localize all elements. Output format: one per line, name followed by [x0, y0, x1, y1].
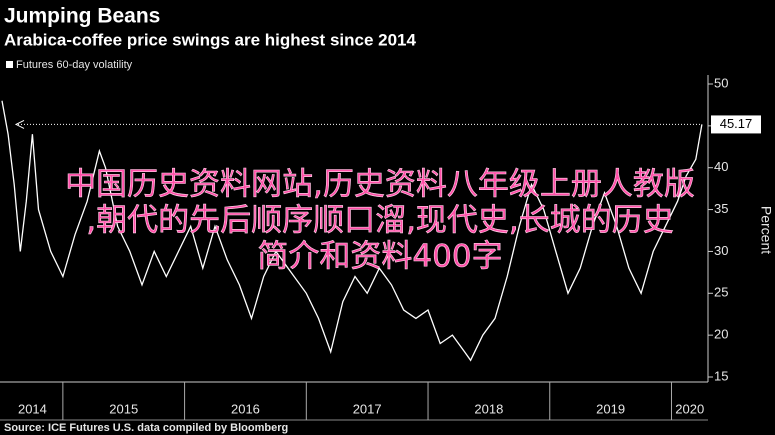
last-value-arrow [14, 119, 25, 129]
x-tick-label: 2020 [675, 401, 704, 416]
chart-subtitle: Arabica-coffee price swings are highest … [4, 30, 416, 49]
y-tick-label: 35 [714, 201, 728, 216]
legend-swatch [6, 61, 13, 68]
x-tick-label: 2017 [353, 401, 382, 416]
series-line [1, 100, 703, 362]
x-tick-label: 2015 [109, 401, 138, 416]
overlay-text: 中国历史资料网站,历史资料八年级上册人教版 [65, 167, 695, 203]
y-tick-label: 40 [714, 159, 728, 174]
legend-label: Futures 60-day volatility [16, 59, 133, 71]
y-tick-label: 50 [714, 75, 728, 90]
y-axis-label: Percent [758, 206, 774, 254]
last-value-label: 45.17 [720, 116, 753, 131]
y-tick-label: 20 [714, 327, 728, 342]
y-tick-label: 30 [714, 243, 728, 258]
y-tick-label: 25 [714, 285, 728, 300]
overlay-text: 简介和资料400字 [257, 239, 502, 275]
source: Source: ICE Futures U.S. data compiled b… [4, 422, 288, 434]
x-tick-label: 2014 [18, 401, 47, 416]
last-value-box [711, 115, 761, 134]
y-tick-label: 15 [714, 368, 728, 383]
x-tick-label: 2016 [231, 401, 260, 416]
chart-title: Jumping Beans [4, 5, 160, 28]
x-tick-label: 2019 [596, 401, 625, 416]
overlay-text: ,朝代的先后顺序顺口溜,现代史,长城的历史 [86, 203, 674, 239]
x-tick-label: 2018 [474, 401, 503, 416]
